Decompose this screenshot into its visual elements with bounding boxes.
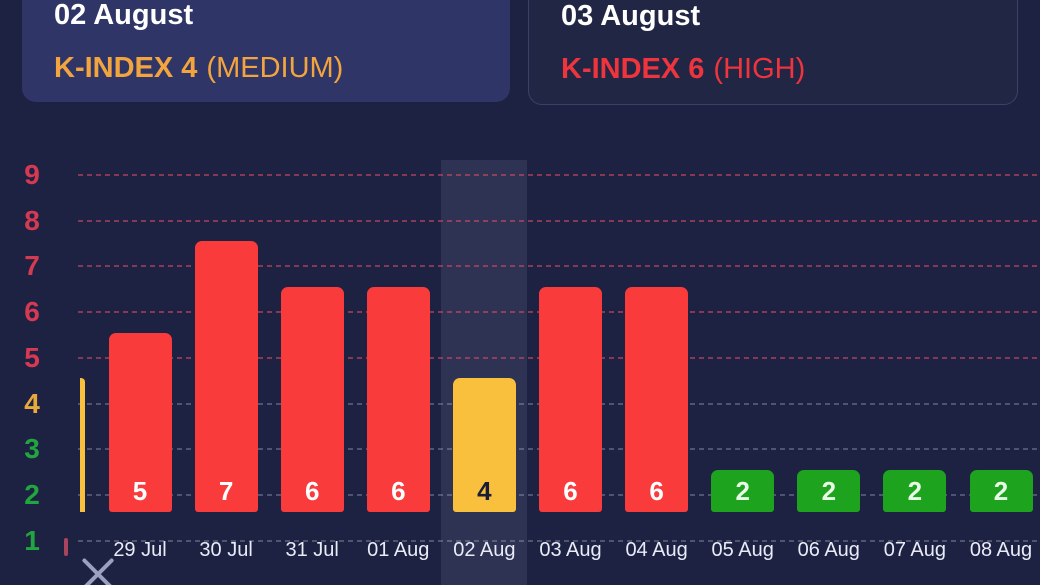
y-axis-label-8: 8 (24, 204, 40, 236)
x-axis-label-01-aug: 01 Aug (367, 539, 430, 561)
bar-value-06-aug: 2 (821, 476, 837, 506)
bar-05-aug[interactable] (711, 469, 775, 512)
card-kindex-line: K-INDEX 6 (HIGH) (561, 53, 1017, 85)
y-axis-label-3: 3 (24, 433, 40, 465)
k-index-level: (MEDIUM) (206, 52, 344, 84)
bar-value-29-jul: 5 (132, 476, 148, 506)
bar-04-aug[interactable] (625, 287, 689, 512)
gridline-7 (78, 265, 1040, 268)
close-icon[interactable] (81, 557, 115, 585)
bar-07-aug[interactable] (883, 469, 947, 512)
x-axis-label-30-jul: 30 Jul (199, 539, 253, 561)
card-kindex-line: K-INDEX 4 (MEDIUM) (54, 52, 510, 84)
day-card-selected[interactable]: 02 August K-INDEX 4 (MEDIUM) (22, 0, 510, 102)
y-axis-label-2: 2 (24, 479, 40, 511)
gridline-1 (78, 539, 1040, 542)
k-index-value: K-INDEX 4 (54, 52, 198, 84)
gridline-8 (78, 219, 1040, 222)
bar-value-30-jul: 7 (218, 476, 234, 506)
bar-value-04-aug: 6 (649, 476, 664, 506)
y-axis-label-4: 4 (24, 387, 40, 419)
bar-01-aug[interactable] (366, 287, 430, 512)
x-axis-label-31-jul: 31 Jul (285, 539, 339, 561)
k-index-value: K-INDEX 6 (561, 53, 705, 85)
y-axis-label-7: 7 (24, 250, 40, 282)
card-date: 02 August (54, 0, 194, 31)
bar-29-jul[interactable] (108, 332, 172, 512)
x-axis-label-05-aug: 05 Aug (711, 539, 774, 561)
x-axis-label-02-aug: 02 Aug (453, 539, 516, 561)
y-axis-label-1: 1 (24, 524, 40, 556)
bar-value-07-aug: 2 (907, 476, 923, 506)
bar-value-05-aug: 2 (735, 476, 750, 506)
bar-06-aug[interactable] (797, 469, 861, 512)
y-axis-label-5: 5 (24, 341, 40, 373)
bar-31-jul[interactable] (280, 287, 344, 512)
bar-value-01-aug: 6 (391, 476, 406, 506)
k-index-level: (HIGH) (713, 53, 806, 85)
x-axis-label-08-aug: 08 Aug (969, 539, 1033, 561)
y-axis-label-9: 9 (24, 159, 40, 190)
bar-value-02-aug: 4 (477, 476, 492, 506)
gridline-9 (78, 174, 1040, 176)
x-axis-label-04-aug: 04 Aug (625, 539, 688, 561)
bar-02-aug[interactable] (452, 378, 516, 512)
bar-08-aug[interactable] (969, 469, 1033, 512)
x-axis-label-07-aug: 07 Aug (883, 539, 947, 561)
day-card-next[interactable]: 03 August K-INDEX 6 (HIGH) (528, 0, 1018, 105)
bar-value-08-aug: 2 (993, 476, 1009, 506)
highlighted-day-band (441, 160, 528, 585)
bar-03-aug[interactable] (539, 287, 602, 512)
y-axis-label-6: 6 (24, 296, 40, 328)
card-date: 03 August (561, 0, 701, 32)
bar-clipped-left[interactable] (80, 378, 86, 512)
bar-30-jul[interactable] (194, 241, 258, 512)
clipped-axis-label-remnant (64, 538, 68, 556)
bar-value-03-aug: 6 (563, 476, 578, 506)
x-axis-label-29-jul: 29 Jul (113, 539, 167, 561)
bar-value-31-jul: 6 (304, 476, 320, 506)
x-axis-label-06-aug: 06 Aug (797, 539, 860, 561)
x-axis-label-03-aug: 03 Aug (539, 539, 602, 561)
